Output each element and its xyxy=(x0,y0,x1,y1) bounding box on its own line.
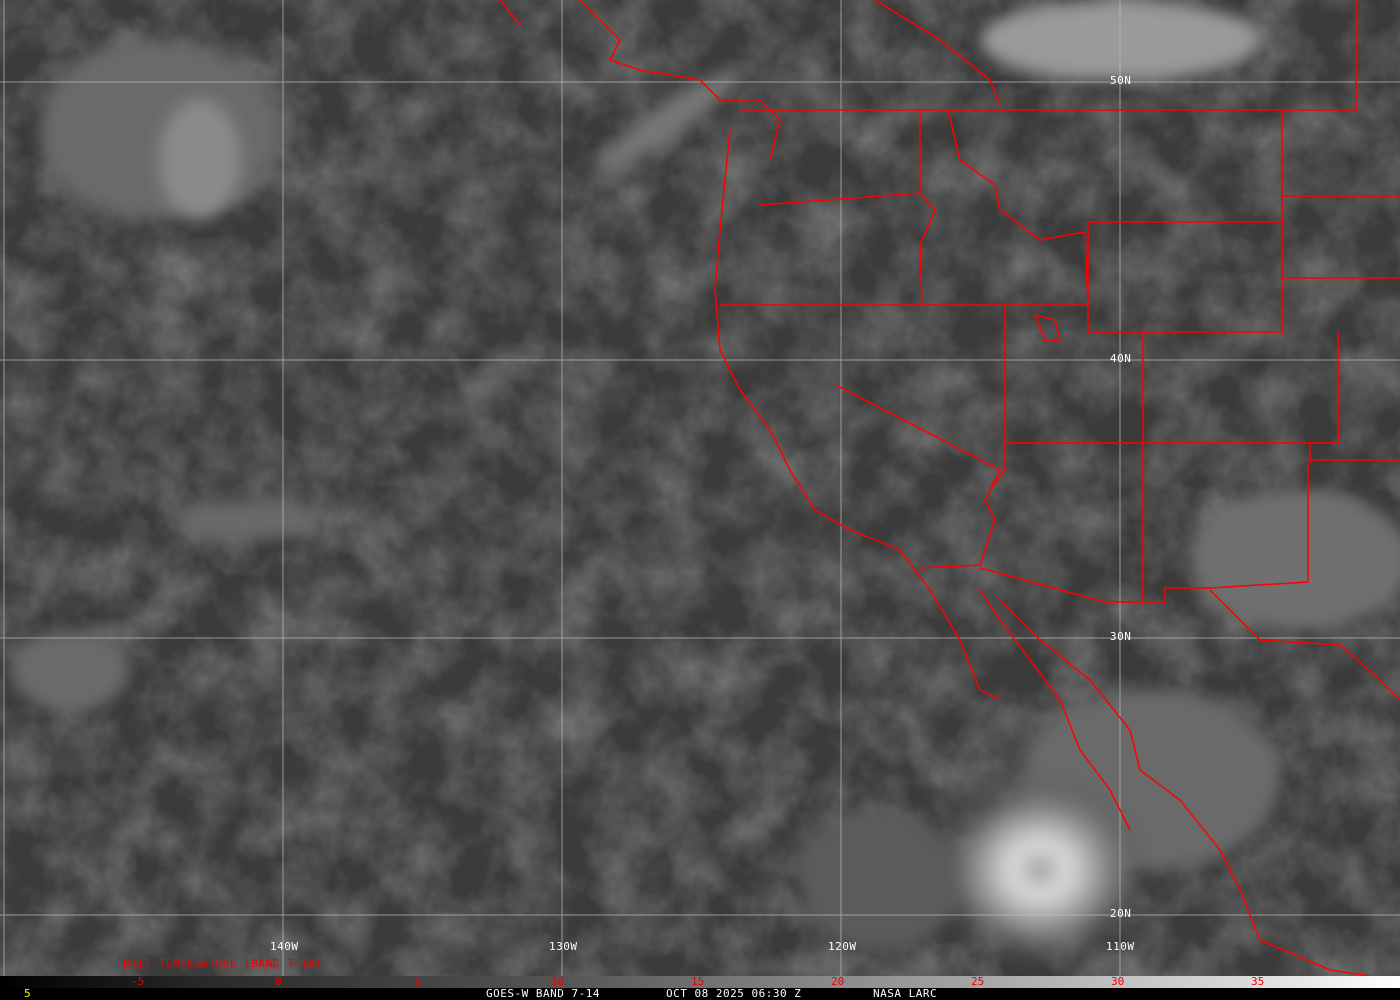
lat-label-50n: 50N xyxy=(1110,74,1132,87)
colorbar-label: 30 xyxy=(1111,975,1125,988)
temperature-colorbar xyxy=(0,976,1400,988)
lon-label-110w: 110W xyxy=(1106,940,1135,953)
footer-left-value: 5 xyxy=(24,987,32,1000)
date-time: OCT 08 2025 06:30 Z xyxy=(666,987,802,1000)
credit: NASA LARC xyxy=(873,987,938,1000)
satellite-image xyxy=(0,0,1400,976)
lat-label-30n: 30N xyxy=(1110,630,1132,643)
colorbar-label: 15 xyxy=(691,975,705,988)
lat-label-40n: 40N xyxy=(1110,352,1132,365)
graticule xyxy=(0,0,1400,976)
colorbar-label: -5 xyxy=(131,975,145,988)
political-borders xyxy=(499,0,1400,976)
lon-label-130w: 130W xyxy=(549,940,578,953)
lat-label-20n: 20N xyxy=(1110,907,1132,920)
lon-label-120w: 120W xyxy=(828,940,857,953)
colorbar-label: 35 xyxy=(1251,975,1265,988)
footer-bar: 5 GOES-W BAND 7-14 OCT 08 2025 06:30 Z N… xyxy=(0,987,1400,1000)
colorbar-label: 25 xyxy=(971,975,985,988)
colorbar-label: 5 xyxy=(415,975,422,988)
lon-label-140w: 140W xyxy=(270,940,299,953)
colorbar-label: 10 xyxy=(551,975,565,988)
satellite-product: GOES-W BAND 7-14 xyxy=(486,987,600,1000)
colorbar-label: 20 xyxy=(831,975,845,988)
product-title: BRIT TEMPERATURE (BAND 7-14) xyxy=(123,957,323,970)
colorbar-label: 0 xyxy=(275,975,282,988)
